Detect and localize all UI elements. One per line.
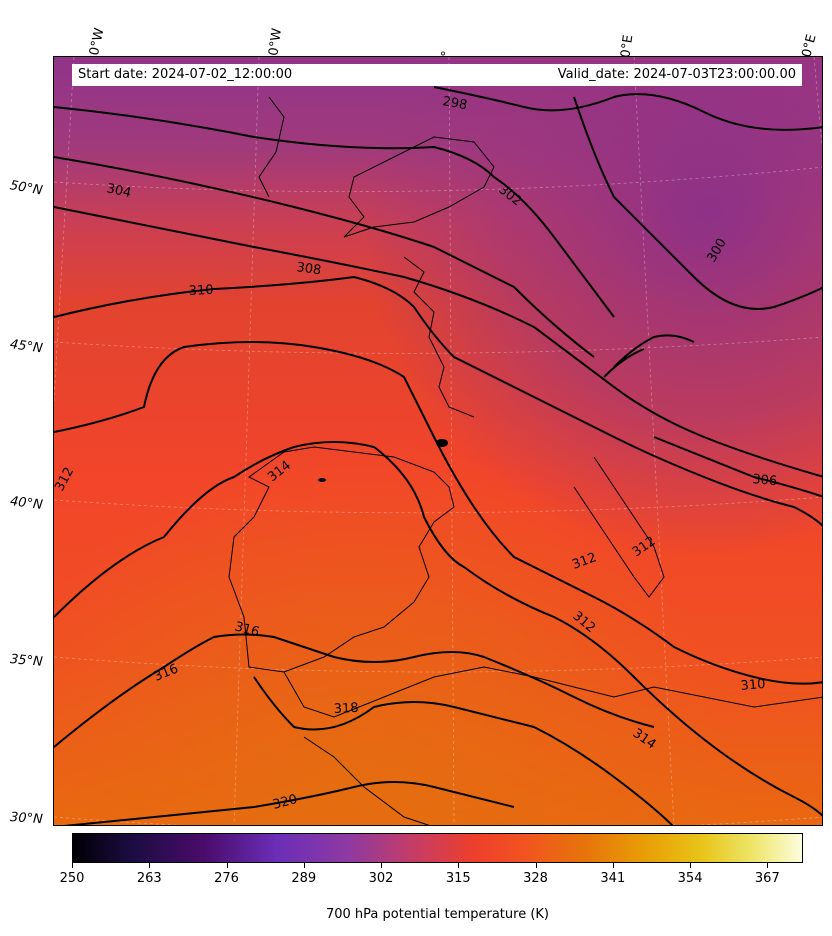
colorbar	[72, 833, 803, 863]
contour-302	[54, 106, 615, 318]
colorbar-tick-label: 367	[754, 871, 780, 886]
colorbar-tick-label: 341	[600, 871, 626, 886]
contour-306	[653, 436, 822, 498]
contour-318	[253, 676, 674, 825]
contour-label: 306	[752, 472, 778, 489]
colorbar-tick	[767, 863, 769, 868]
contour-300	[573, 96, 822, 310]
contour-label: 298	[441, 94, 468, 113]
contour-alps-tight	[603, 334, 695, 378]
coastlines	[228, 96, 822, 825]
colorbar-tick	[149, 863, 151, 868]
date-info-bar: Start date: 2024-07-02_12:00:00 Valid_da…	[72, 64, 802, 86]
start-date-label: Start date: 2024-07-02_12:00:00	[78, 67, 293, 82]
colorbar-tick	[612, 863, 614, 868]
contour-298	[433, 86, 822, 131]
colorbar-tick	[458, 863, 460, 868]
contour-label: 320	[271, 792, 299, 813]
contour-310	[54, 275, 822, 527]
colorbar-tick	[535, 863, 537, 868]
colorbar-tick-label: 315	[445, 871, 471, 886]
contour-label: 310	[188, 283, 214, 299]
colorbar-tick	[690, 863, 692, 868]
potential-temperature-map: 298 304 302 300 308 310 312 314 306 312 …	[54, 57, 822, 825]
contour-316	[54, 633, 655, 748]
colorbar-tick	[303, 863, 305, 868]
colorbar-tick-label: 328	[523, 871, 548, 886]
colorbar-title: 700 hPa potential temperature (K)	[325, 907, 549, 922]
lat-label-45n: 45°N	[8, 337, 44, 357]
colorbar-tick	[381, 863, 383, 868]
colorbar-tick-label: 289	[291, 871, 317, 886]
colorbar-tick	[72, 863, 73, 868]
contour-label: 308	[295, 260, 322, 278]
colorbar-tick-label: 250	[59, 871, 85, 886]
colorbar-tick-label: 263	[136, 871, 162, 886]
contour-label: 310	[740, 677, 766, 694]
isentropes	[54, 86, 822, 825]
lat-label-35n: 35°N	[9, 652, 44, 670]
contour-320	[63, 781, 515, 825]
colorbar-tick-label: 302	[368, 871, 394, 886]
contour-label: 318	[333, 701, 359, 717]
contour-312	[54, 341, 822, 685]
colorbar-tick	[226, 863, 228, 868]
contour-304	[54, 156, 595, 358]
contour-314	[54, 441, 822, 817]
lat-label-30n: 30°N	[9, 810, 44, 828]
colorbar-tick-label: 354	[677, 871, 703, 886]
graticule	[54, 57, 822, 825]
lat-label-40n: 40°N	[9, 494, 44, 513]
contour-308	[54, 206, 822, 478]
colorbar-tick-label: 276	[214, 871, 239, 886]
map-panel[interactable]: 298 304 302 300 308 310 312 314 306 312 …	[53, 56, 823, 826]
contour-label: 316	[233, 619, 261, 640]
contour-blobs	[318, 439, 448, 482]
contour-labels: 298 304 302 300 308 310 312 314 306 312 …	[54, 94, 778, 813]
lat-label-50n: 50°N	[8, 178, 44, 199]
contour-label: 304	[105, 181, 132, 201]
valid-date-label: Valid_date: 2024-07-03T23:00:00.00	[557, 67, 796, 82]
